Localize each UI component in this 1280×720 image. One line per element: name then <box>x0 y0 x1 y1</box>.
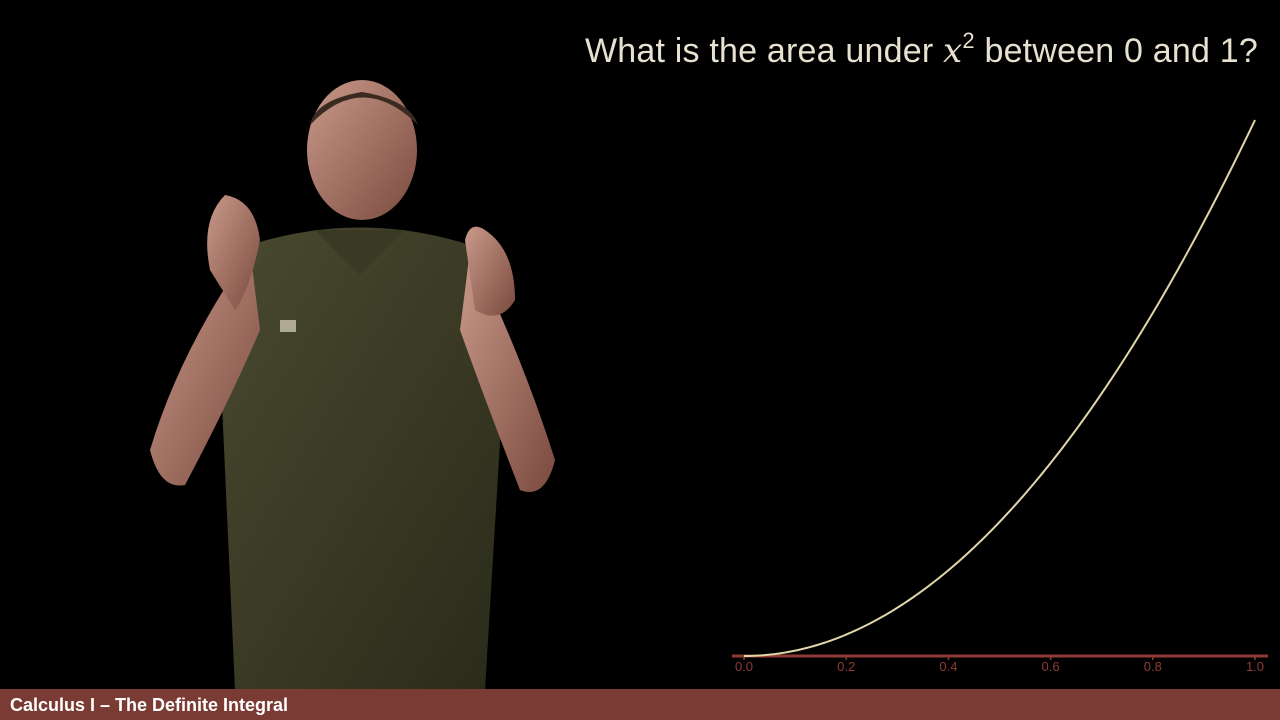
x-tick-label: 0.0 <box>735 659 753 674</box>
x-tick-label: 1.0 <box>1246 659 1264 674</box>
x-tick-label: 0.8 <box>1144 659 1162 674</box>
footer-bar: Calculus I – The Definite Integral <box>0 689 1280 720</box>
question-title: What is the area under x2 between 0 and … <box>585 28 1258 71</box>
curve-x-squared <box>743 119 1256 657</box>
curve-group <box>743 119 1256 657</box>
question-exponent: 2 <box>962 28 975 53</box>
presenter-figure <box>150 80 555 690</box>
x-tick-label: 0.6 <box>1042 659 1060 674</box>
question-text-before: What is the area under <box>584 32 943 70</box>
x-tick-label: 0.2 <box>837 659 855 674</box>
x-axis-ticks: 0.0 0.2 0.4 0.6 0.8 1.0 <box>735 656 1264 674</box>
x-tick-label: 0.4 <box>939 659 957 674</box>
course-title: Calculus I – The Definite Integral <box>10 695 289 715</box>
question-variable: x <box>943 31 963 71</box>
question-text-after: between 0 and 1? <box>974 32 1258 70</box>
